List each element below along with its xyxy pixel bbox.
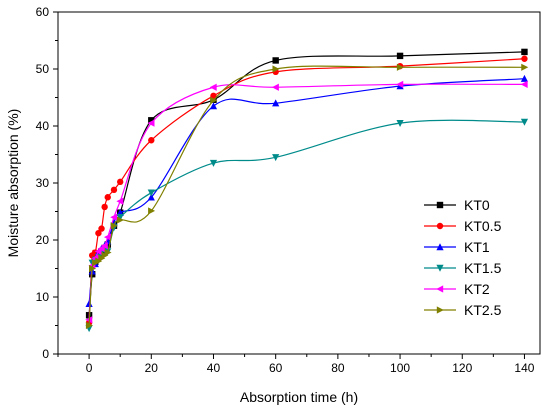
data-point [272,154,280,162]
x-tick-label: 20 [145,361,159,375]
legend-item: KT0.5 [424,218,502,234]
legend-item: KT2 [424,281,490,297]
y-axis-label: Moisture absorption (%) [5,109,21,258]
data-point [396,119,404,127]
data-point [520,80,528,88]
legend-label: KT1.5 [464,260,502,276]
y-tick-label: 60 [36,5,50,19]
data-point [85,321,93,330]
data-point [85,300,93,308]
data-point [89,264,97,273]
data-point [116,216,124,224]
legend-marker [436,243,444,251]
series-layer [85,48,529,333]
legend-item: KT0 [424,197,490,213]
x-tick-label: 60 [269,361,283,375]
x-tick-label: 100 [390,361,410,375]
axes-layer: 0 20 40 60 80 100 120 140 0 10 20 30 40 50 60 [36,5,535,375]
series-KT2-5 [85,63,529,330]
x-tick-label: 0 [86,361,93,375]
data-point [110,222,118,230]
data-point [116,197,124,205]
data-point [272,65,280,73]
data-point [147,193,155,201]
data-point [101,203,108,211]
legend-label: KT1 [464,239,490,255]
legend-marker [436,201,444,209]
legend-marker [436,222,444,230]
legend-label: KT0.5 [464,218,502,234]
x-tick-label: 80 [331,361,345,375]
data-point [521,48,528,56]
y-tick-label: 30 [36,176,50,190]
y-tick-label: 40 [36,119,50,133]
data-point [521,55,528,62]
legend-item: KT1.5 [424,260,502,276]
data-point [100,242,108,250]
y-tick-label: 20 [36,233,50,247]
data-point [272,57,279,64]
data-point [271,83,279,91]
data-point [104,248,112,257]
data-point [116,214,124,221]
legend-marker [436,285,444,293]
x-tick-label: 140 [514,361,534,375]
legend-label: KT2.5 [464,302,502,318]
x-axis-label: Absorption time (h) [240,389,358,405]
data-point [116,178,124,186]
legend-marker [436,306,444,314]
x-tick-label: 40 [207,361,221,375]
data-point [147,189,155,197]
data-point [209,102,218,110]
data-point [98,225,105,232]
y-tick-label: 0 [42,347,49,361]
legend-marker [436,264,444,272]
data-point [148,117,155,124]
legend: KT0 KT0.5 KT1 KT1.5 KT2 KT2.5 [424,197,502,318]
data-point [209,83,217,91]
legend-label: KT0 [464,197,490,213]
legend-item: KT1 [424,239,490,255]
data-point [520,74,529,82]
data-point [147,119,155,127]
x-tick-label: 120 [452,361,472,375]
data-point [210,92,217,99]
y-tick-label: 10 [36,290,50,304]
data-point [209,159,218,167]
data-point [148,137,155,144]
legend-item: KT2.5 [424,302,502,318]
data-point [520,118,529,126]
data-point [104,194,111,201]
data-point [95,229,102,237]
data-point [396,63,404,71]
y-tick-label: 50 [36,62,50,76]
data-point [110,213,118,221]
data-point [396,80,404,88]
data-point [396,52,404,60]
data-point [110,186,118,194]
legend-label: KT2 [464,281,490,297]
data-point [272,99,280,107]
data-point [521,63,529,71]
data-point [148,207,156,215]
data-point [210,96,218,104]
data-point [103,233,111,241]
